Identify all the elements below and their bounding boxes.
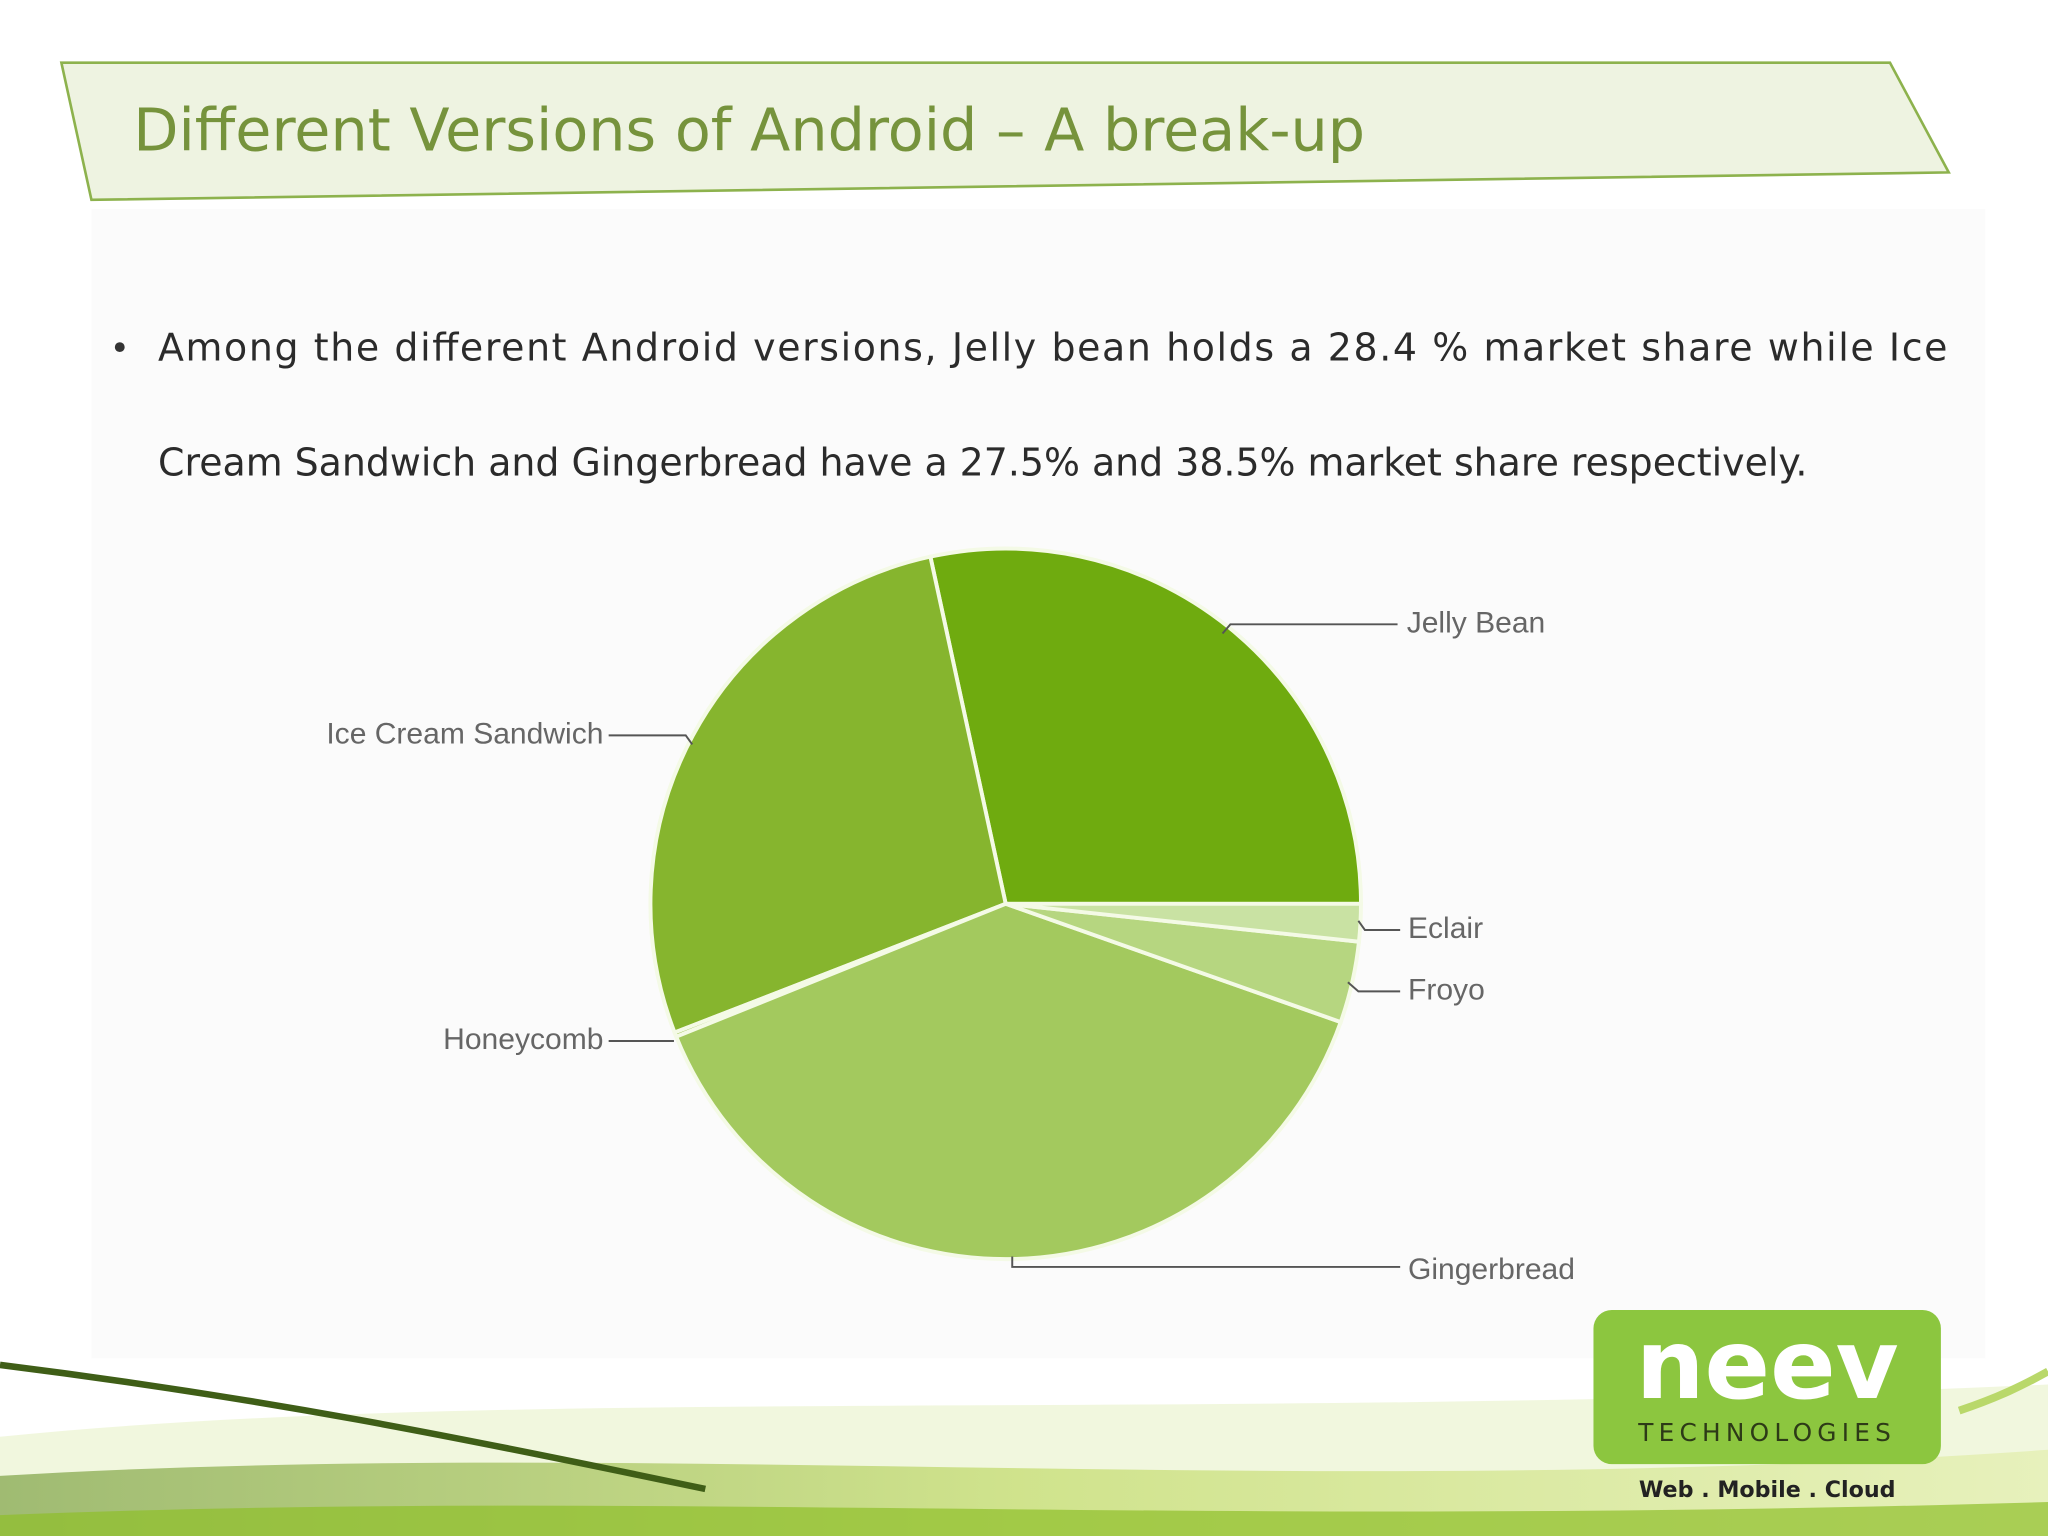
slide-title: Different Versions of Android – A break-…: [133, 96, 1365, 165]
bullet-mark: •: [110, 329, 130, 369]
slice-label: Ice Cream Sandwich: [326, 717, 603, 750]
slice-label: Froyo: [1408, 973, 1485, 1006]
logo-subtitle: TECHNOLOGIES: [1637, 1418, 1896, 1447]
bullet-text: Cream Sandwich and Gingerbread have a 27…: [158, 440, 1807, 484]
bullet-text: Among the different Android versions, Je…: [158, 326, 1947, 370]
leader-line: [1347, 981, 1401, 993]
logo-tagline: Web . Mobile . Cloud: [1639, 1477, 1896, 1503]
decoration: [0, 1361, 2048, 1536]
leader-line: [608, 734, 694, 746]
title-banner: [59, 61, 1951, 202]
slice-label: Eclair: [1408, 912, 1483, 945]
slice-label: Gingerbread: [1408, 1253, 1575, 1286]
pie-slice: [648, 554, 1008, 1036]
leader-line: [1011, 1256, 1401, 1268]
slice-label: Honeycomb: [443, 1023, 603, 1056]
leader-line: [1357, 920, 1401, 931]
pie-chart: Jelly Bean Ice Cream Sandwich Honeycomb Gin…: [326, 546, 1575, 1286]
logo: neev TECHNOLOGIES Web . Mobile . Cloud: [1593, 1308, 1941, 1503]
slice-label: Jelly Bean: [1407, 606, 1546, 639]
leader-line: [1221, 623, 1398, 635]
pie-slice: [673, 901, 1344, 1262]
logo-name: neev: [1636, 1308, 1899, 1421]
logo-box: [1593, 1310, 1941, 1465]
